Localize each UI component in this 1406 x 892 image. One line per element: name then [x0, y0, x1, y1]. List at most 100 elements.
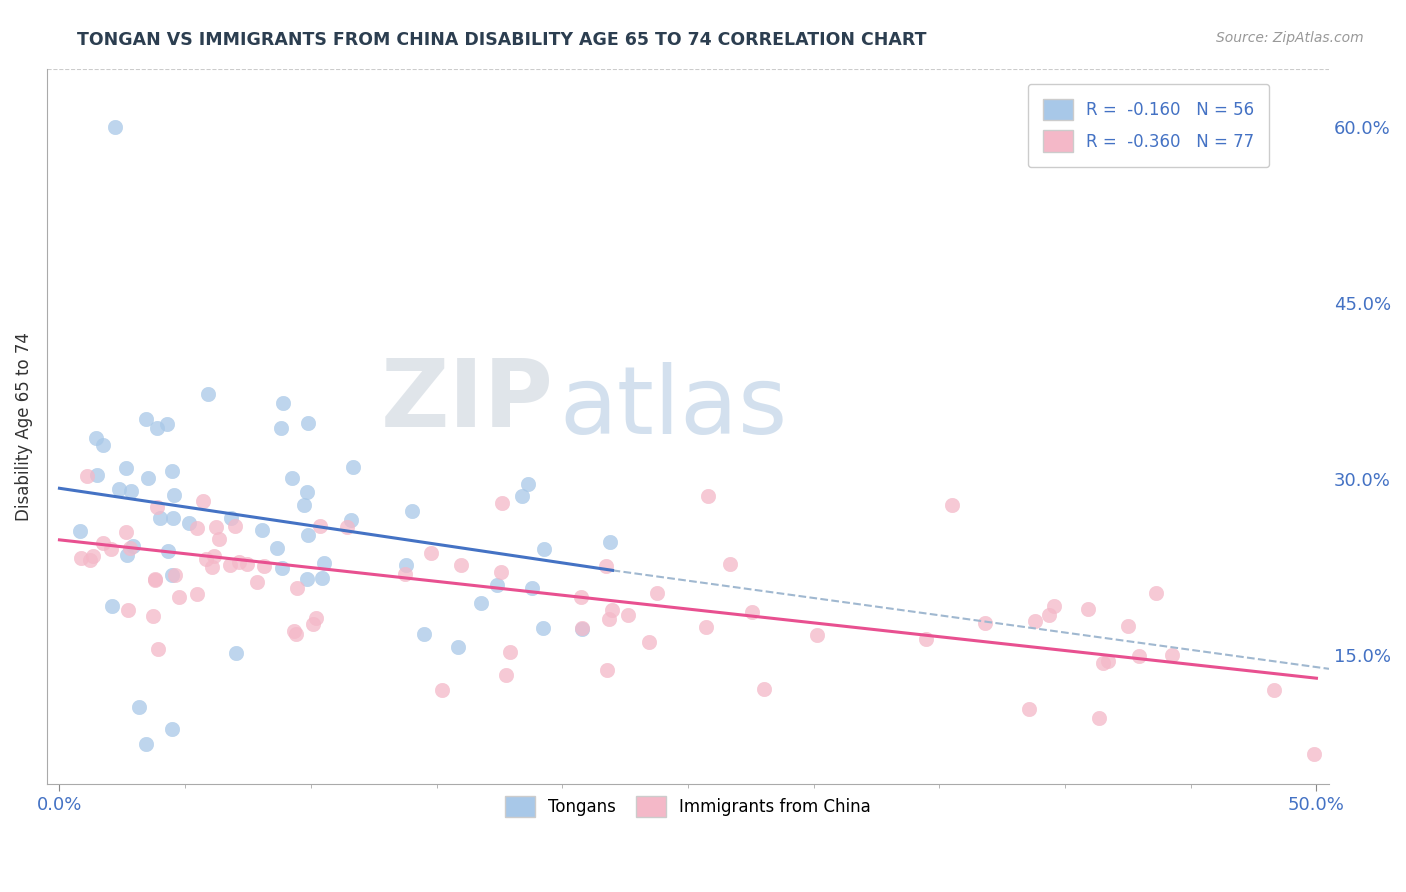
Point — [1116, 619, 1139, 633]
Text: TONGAN VS IMMIGRANTS FROM CHINA DISABILITY AGE 65 TO 74 CORRELATION CHART: TONGAN VS IMMIGRANTS FROM CHINA DISABILI… — [77, 31, 927, 49]
Point — [1038, 607, 1060, 622]
Point — [283, 624, 305, 638]
Point — [495, 668, 517, 682]
Point — [273, 395, 295, 409]
Point — [295, 572, 318, 586]
Point — [115, 548, 138, 562]
Point — [82, 549, 104, 563]
Point — [342, 459, 364, 474]
Point — [93, 438, 115, 452]
Point — [79, 553, 101, 567]
Point — [236, 558, 259, 572]
Point — [292, 498, 315, 512]
Point — [143, 572, 166, 586]
Point — [145, 420, 167, 434]
Point — [304, 611, 326, 625]
Point — [224, 519, 246, 533]
Point — [420, 546, 443, 560]
Point — [297, 416, 319, 430]
Point — [208, 532, 231, 546]
Text: atlas: atlas — [560, 362, 787, 454]
Point — [718, 557, 741, 571]
Point — [253, 559, 276, 574]
Point — [162, 511, 184, 525]
Point — [193, 494, 215, 508]
Point — [571, 622, 593, 636]
Point — [104, 120, 127, 135]
Point — [395, 558, 418, 572]
Point — [179, 516, 201, 530]
Point — [115, 461, 138, 475]
Point — [76, 469, 98, 483]
Point — [522, 582, 544, 596]
Point — [754, 682, 776, 697]
Point — [941, 498, 963, 512]
Point — [413, 627, 436, 641]
Text: Source: ZipAtlas.com: Source: ZipAtlas.com — [1216, 31, 1364, 45]
Point — [430, 683, 453, 698]
Point — [160, 464, 183, 478]
Point — [447, 640, 470, 655]
Point — [571, 590, 593, 604]
Point — [1077, 602, 1099, 616]
Point — [533, 542, 555, 557]
Point — [1018, 702, 1040, 716]
Point — [91, 536, 114, 550]
Point — [117, 603, 139, 617]
Point — [84, 431, 107, 445]
Point — [1092, 656, 1115, 670]
Point — [1303, 747, 1326, 762]
Point — [136, 470, 159, 484]
Point — [169, 590, 191, 604]
Text: ZIP: ZIP — [381, 355, 554, 447]
Point — [108, 482, 131, 496]
Point — [974, 615, 997, 630]
Point — [120, 483, 142, 498]
Point — [128, 700, 150, 714]
Point — [485, 578, 508, 592]
Point — [250, 523, 273, 537]
Point — [1144, 586, 1167, 600]
Point — [69, 524, 91, 538]
Point — [271, 561, 294, 575]
Point — [1263, 683, 1285, 698]
Point — [401, 504, 423, 518]
Point — [228, 555, 250, 569]
Point — [70, 551, 93, 566]
Point — [600, 603, 623, 617]
Point — [160, 567, 183, 582]
Point — [598, 611, 620, 625]
Point — [470, 596, 492, 610]
Point — [340, 513, 363, 527]
Point — [645, 586, 668, 600]
Point — [142, 609, 165, 624]
Point — [135, 412, 157, 426]
Point — [219, 511, 242, 525]
Point — [270, 421, 292, 435]
Point — [394, 566, 416, 581]
Point — [156, 417, 179, 432]
Point — [115, 525, 138, 540]
Point — [205, 520, 228, 534]
Point — [617, 608, 640, 623]
Point — [741, 605, 763, 619]
Point — [135, 737, 157, 751]
Point — [638, 635, 661, 649]
Point — [149, 511, 172, 525]
Point — [596, 663, 619, 677]
Point — [595, 558, 617, 573]
Point — [157, 544, 180, 558]
Point — [186, 521, 208, 535]
Point — [1160, 648, 1182, 663]
Point — [100, 542, 122, 557]
Point — [491, 496, 513, 510]
Point — [697, 489, 720, 503]
Point — [489, 566, 512, 580]
Point — [450, 558, 472, 572]
Point — [201, 560, 224, 574]
Point — [163, 488, 186, 502]
Point — [695, 620, 717, 634]
Point — [510, 489, 533, 503]
Point — [285, 582, 308, 596]
Point — [517, 477, 540, 491]
